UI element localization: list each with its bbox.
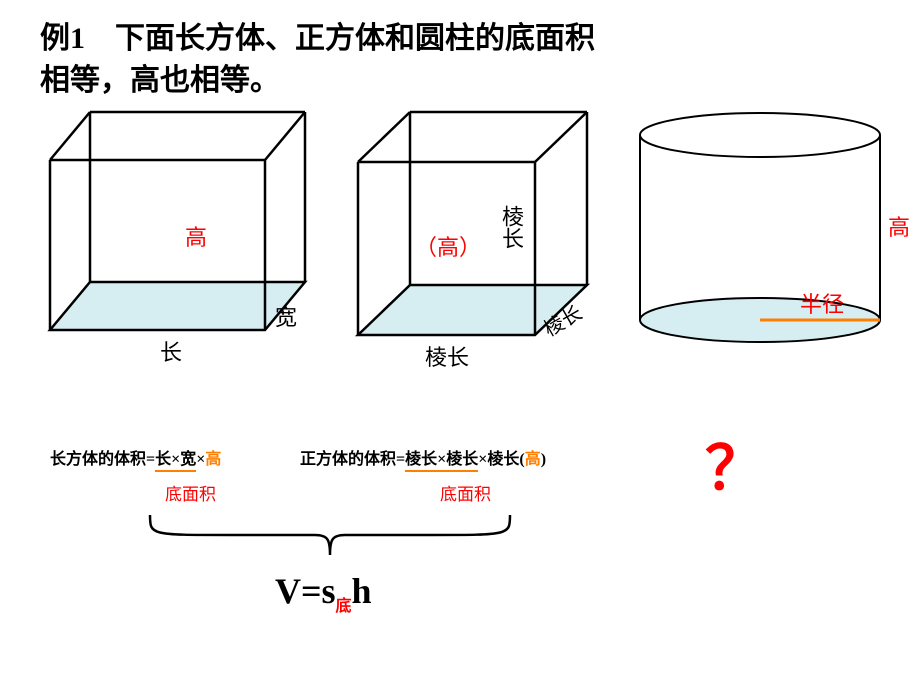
problem-title: 例1 下面长方体、正方体和圆柱的底面积 相等，高也相等。 (40, 18, 840, 102)
cube-formula-times: ×棱长( (478, 451, 524, 468)
cuboid-dimianji-label: 底面积 (165, 480, 216, 505)
cube-formula-underlined: 棱长×棱长 (405, 451, 478, 472)
formula-sub: 底 (336, 598, 352, 615)
cube-edge-bottom-label: 棱长 (425, 340, 469, 372)
title-text-2: 相等，高也相等。 (40, 64, 280, 97)
cuboid-length-label: 长 (160, 335, 182, 367)
cylinder-svg (630, 105, 910, 355)
cylinder-height-label: 高 (888, 210, 910, 242)
cuboid-formula-times: × (196, 451, 205, 468)
cuboid-formula-prefix: 长方体的体积= (50, 451, 155, 468)
brace-icon (140, 510, 520, 570)
cube-formula-highlight: 高 (525, 451, 541, 468)
question-mark: ？ (705, 420, 765, 507)
cuboid-formula-underlined: 长×宽 (155, 451, 196, 472)
cylinder-radius-label: 半径 (800, 287, 844, 319)
cube-edge-vertical-label: 棱长 (495, 205, 527, 249)
title-text-1: 下面长方体、正方体和圆柱的底面积 (115, 22, 595, 55)
cuboid-shape: 高 宽 长 (30, 105, 320, 360)
formula-h: h (352, 571, 372, 611)
cube-dimianji-label: 底面积 (440, 480, 491, 505)
shapes-row: 高 宽 长 （高） 棱长 棱长 棱长 (30, 105, 900, 375)
cube-height-paren-label: （高） (415, 230, 481, 262)
cube-shape: （高） 棱长 棱长 棱长 (340, 105, 610, 370)
cylinder-shape: 高 半径 (630, 105, 910, 360)
cuboid-formula-highlight: 高 (205, 451, 221, 468)
formula-v-s: V=s (275, 571, 336, 611)
cuboid-width-label: 宽 (275, 300, 297, 332)
example-number: 例1 (40, 22, 85, 55)
cuboid-volume-formula: 长方体的体积=长×宽×高 (50, 445, 221, 469)
cube-formula-prefix: 正方体的体积= (300, 451, 405, 468)
cuboid-height-label: 高 (185, 220, 207, 252)
cube-formula-close: ) (541, 451, 546, 468)
main-formula: V=s底h (275, 570, 372, 616)
cube-volume-formula: 正方体的体积=棱长×棱长×棱长(高) (300, 445, 546, 469)
